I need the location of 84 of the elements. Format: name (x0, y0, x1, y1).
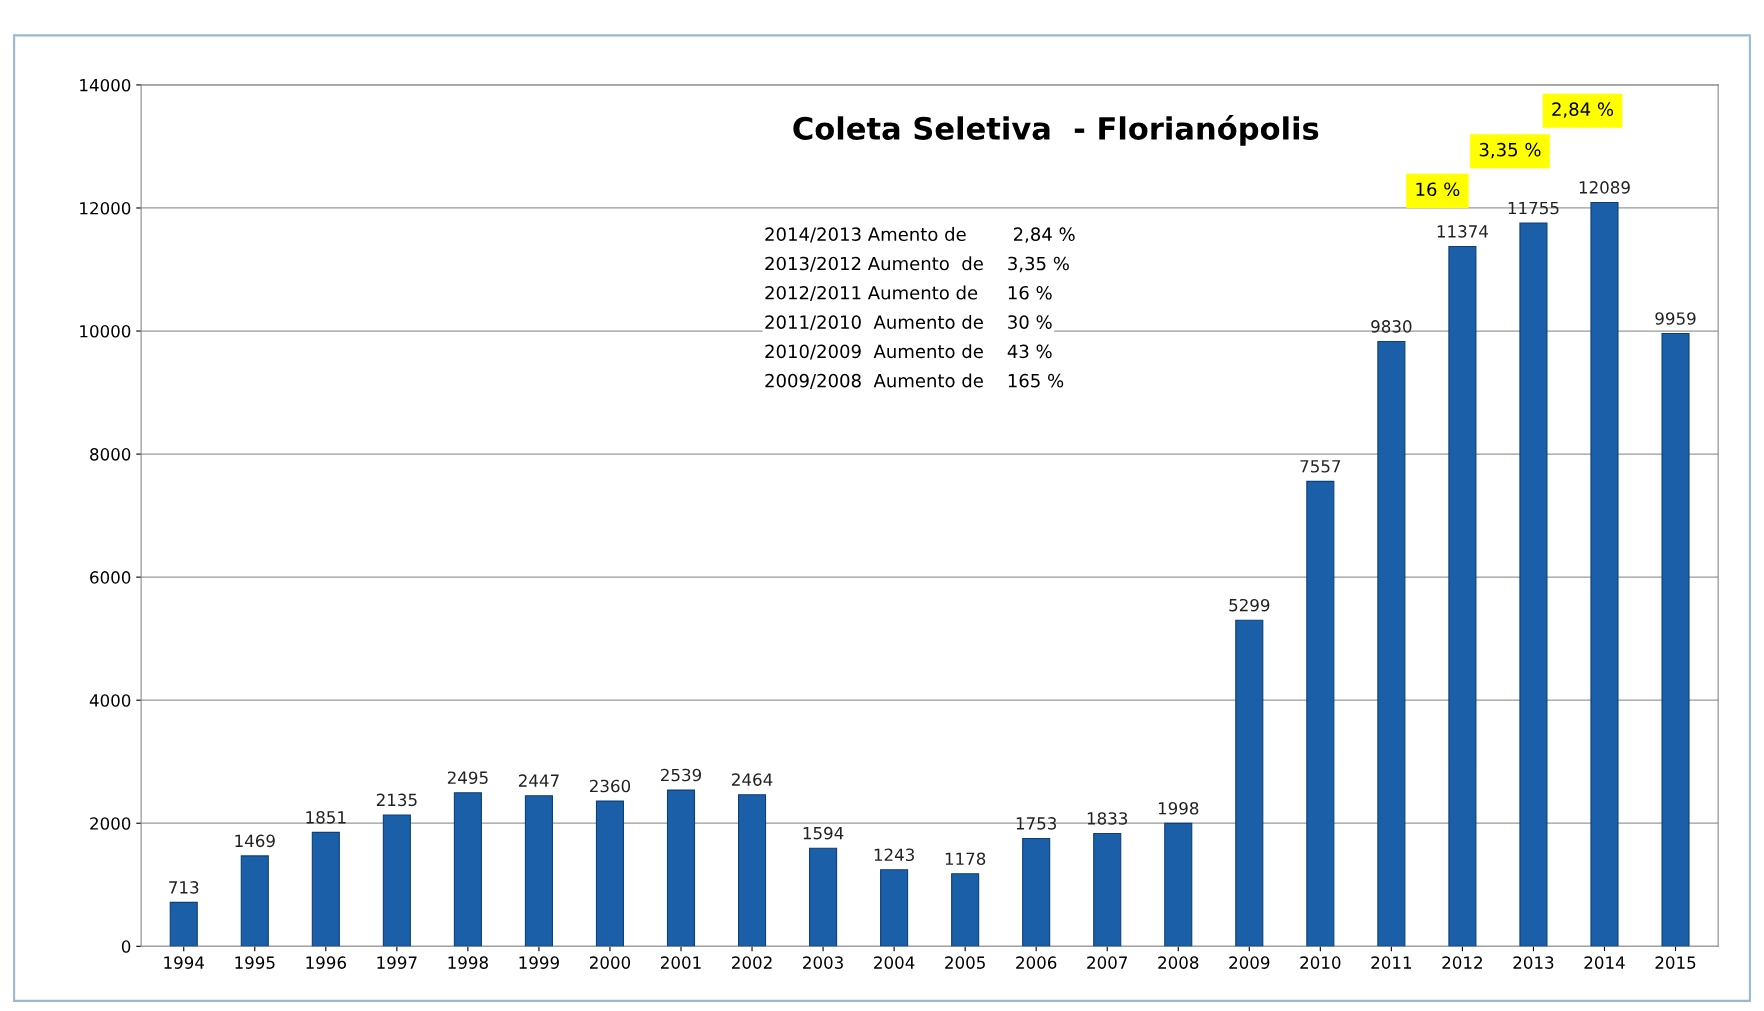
bar (1022, 837, 1051, 947)
annotation: 3,35 % (1479, 142, 1541, 159)
x-tick-label: 1999 (519, 956, 559, 969)
data-label: 11374 (1437, 225, 1488, 238)
y-tick-label: 8000 (90, 448, 131, 461)
x-tick-label: 1997 (377, 956, 417, 969)
x-tick-label: 2010 (1300, 956, 1341, 969)
x-tick-label: 1995 (235, 956, 275, 969)
bar (880, 869, 909, 947)
bar (1377, 340, 1406, 947)
y-tick-label: 10000 (80, 324, 131, 338)
y-tick-label: 12000 (80, 201, 131, 215)
x-tick-label: 2006 (1016, 956, 1057, 969)
bar (311, 831, 340, 947)
y-tick-label: 6000 (90, 571, 131, 584)
x-tick-label: 2007 (1087, 956, 1127, 969)
x-tick-label: 2013 (1513, 956, 1554, 969)
data-label: 2360 (589, 779, 631, 793)
x-tick-label: 2015 (1655, 956, 1696, 969)
bar (1590, 201, 1619, 947)
data-label: 1243 (874, 848, 914, 862)
x-tick-label: 2002 (732, 956, 772, 969)
bar (1661, 332, 1690, 947)
data-label: 12089 (1579, 181, 1630, 194)
data-label: 9830 (1371, 320, 1412, 333)
y-tick-label: 14000 (80, 78, 131, 92)
data-label: 2539 (661, 768, 702, 782)
annotation: 2010/2009 Aumento de 43 % (765, 344, 1052, 360)
y-tick-label: 4000 (89, 694, 131, 707)
bar (1093, 832, 1122, 947)
annotation: 2,84 % (1552, 102, 1614, 118)
data-label: 2135 (376, 793, 417, 807)
bar (951, 873, 980, 947)
x-tick-label: 1996 (306, 956, 346, 969)
x-tick-label: 2011 (1371, 956, 1412, 969)
bar (737, 794, 767, 947)
bar (666, 789, 696, 947)
annotation: 2012/2011 Aumento de 16 % (765, 285, 1052, 302)
x-tick-label: 2009 (1229, 956, 1270, 969)
annotation: 2014/2013 Amento de 2,84 % (765, 227, 1075, 243)
x-tick-label: 2004 (874, 956, 915, 969)
bar (809, 847, 838, 947)
x-tick-label: 2001 (661, 956, 701, 969)
bar (1448, 245, 1477, 947)
data-label: 1851 (306, 811, 346, 824)
data-label: 1998 (1158, 801, 1199, 815)
annotation: 2013/2012 Aumento de 3,35 % (765, 256, 1069, 273)
bar (382, 814, 411, 947)
bar (169, 901, 198, 947)
annotation: 16 % (1416, 182, 1460, 197)
text: Coleta Seletiva - Florianópolis (793, 115, 1319, 146)
x-tick-label: 2003 (803, 956, 843, 969)
data-label: 1594 (803, 826, 844, 840)
annotation: 2009/2008 Aumento de 165 % (765, 373, 1064, 389)
x-tick-label: 2012 (1442, 956, 1482, 969)
annotation: 2011/2010 Aumento de 30 % (765, 314, 1052, 331)
x-tick-label: 1994 (164, 956, 205, 969)
x-tick-label: 2000 (589, 956, 631, 969)
x-tick-label: 2014 (1584, 956, 1625, 969)
bar (1164, 822, 1193, 947)
data-label: 1178 (945, 852, 986, 866)
data-label: 2495 (447, 771, 488, 784)
bar (240, 855, 269, 947)
data-label: 11755 (1508, 201, 1559, 215)
y-tick-label: 0 (121, 940, 131, 953)
x-tick-label: 2008 (1158, 956, 1199, 969)
bar (1306, 480, 1335, 947)
y-tick-label: 2000 (90, 817, 131, 830)
data-label: 7557 (1300, 460, 1341, 473)
data-label: 1833 (1087, 812, 1128, 825)
data-label: 1753 (1016, 817, 1057, 830)
bar (453, 792, 482, 947)
data-label: 5299 (1229, 598, 1270, 612)
bar (595, 800, 625, 947)
x-tick-label: 2005 (945, 956, 985, 969)
data-label: 1469 (235, 834, 275, 848)
data-label: 713 (169, 881, 199, 894)
data-label: 2447 (518, 774, 559, 787)
bar (1235, 619, 1264, 947)
data-label: 2464 (732, 773, 773, 786)
data-label: 9959 (1655, 312, 1696, 325)
bar (524, 795, 553, 947)
x-tick-label: 1998 (448, 956, 488, 969)
bar (1519, 222, 1548, 947)
